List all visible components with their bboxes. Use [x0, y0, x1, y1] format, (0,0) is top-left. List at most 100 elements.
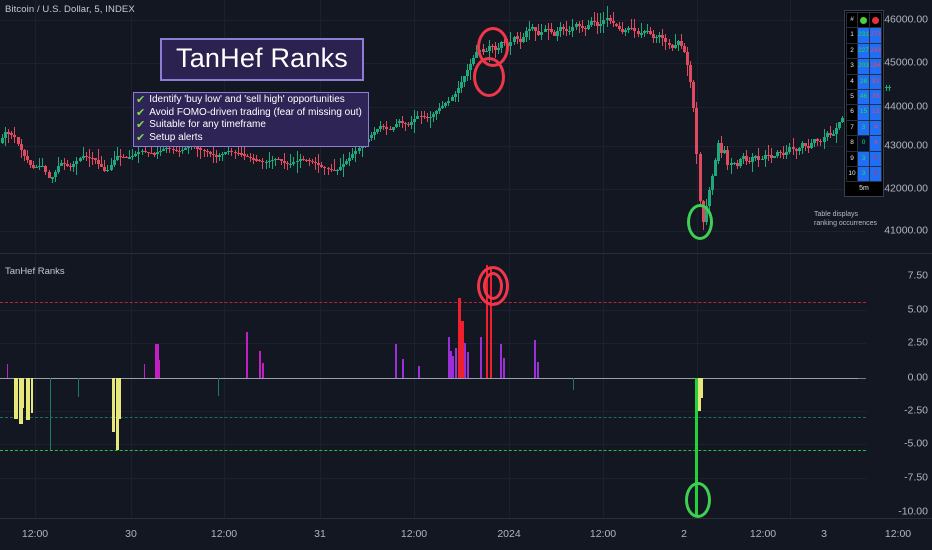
price-axis[interactable]: 46000.00 45000.00 44000.00 43000.00 42000.00…	[866, 0, 932, 252]
candlestick	[149, 147, 153, 155]
candlestick	[66, 159, 70, 167]
candle-body	[512, 36, 516, 43]
histogram-bar	[116, 378, 120, 451]
candlestick	[171, 146, 175, 154]
price-axis-label: 42000.00	[884, 182, 928, 195]
candlestick	[69, 162, 73, 171]
rank-red-count-cell: 30	[869, 89, 882, 106]
histogram-bar	[448, 337, 450, 378]
histogram-bar	[695, 378, 698, 516]
candlestick	[428, 111, 432, 129]
price-plot-area[interactable]	[0, 0, 891, 252]
candlestick	[87, 148, 91, 167]
candlestick	[679, 34, 683, 50]
candlestick	[828, 125, 832, 139]
candlestick	[838, 122, 841, 131]
candle-wick	[330, 163, 332, 172]
rank-red-count-cell: 0	[869, 166, 882, 183]
candle-body	[425, 117, 429, 119]
candle-body	[25, 155, 29, 161]
candlestick	[605, 6, 609, 27]
candle-body	[109, 164, 113, 170]
candlestick	[528, 21, 531, 40]
candle-wick	[405, 122, 406, 132]
candle-body	[611, 20, 615, 24]
candle-body	[689, 64, 693, 83]
candle-wick	[538, 23, 540, 37]
ranking-table-header-index: #	[846, 11, 858, 29]
candle-body	[819, 141, 823, 143]
ranking-occurrences-table[interactable]: #1 231 273 2 227 243 3 203 184 4 28 93 5 46 30 6 15 13 7 3 4…	[844, 10, 884, 198]
candle-wick	[674, 33, 676, 49]
candlestick	[373, 127, 376, 141]
histogram-bar	[78, 378, 80, 397]
candle-body	[47, 171, 51, 178]
candle-body	[90, 157, 94, 159]
oversold-level-line	[0, 417, 866, 419]
candlestick	[320, 161, 324, 168]
candlestick	[475, 45, 479, 58]
candle-body	[636, 31, 640, 35]
candlestick	[94, 157, 97, 164]
candle-body	[540, 31, 544, 35]
histogram-bar	[464, 342, 466, 378]
price-gridline	[0, 146, 866, 147]
ranking-table-header-green[interactable]	[857, 11, 870, 29]
candlestick	[385, 120, 389, 136]
time-axis[interactable]: 12:00 30 12:00 31 12:00 2024 12:00 2 12:00 3 12:00	[0, 518, 932, 550]
time-axis-label: 12:00	[210, 528, 238, 540]
candle-body	[834, 127, 838, 135]
candlestick	[218, 153, 221, 162]
time-axis-label: 2	[681, 528, 687, 540]
candle-wick	[302, 155, 304, 162]
candle-body	[531, 26, 535, 29]
candlestick	[748, 156, 752, 164]
indicator-plot-area[interactable]	[0, 254, 866, 518]
candlestick	[10, 130, 14, 139]
candle-body	[810, 142, 814, 149]
indicator-axis[interactable]: 7.50 5.00 2.50 0.00 -2.50 -5.00 -7.50 -10.00	[866, 254, 932, 518]
bullet-row: ✔ Suitable for any timeframe	[136, 119, 362, 132]
candlestick	[72, 161, 76, 173]
candle-body	[261, 161, 265, 163]
candlestick	[63, 158, 66, 170]
candle-body	[630, 27, 634, 29]
candlestick	[118, 148, 122, 166]
candlestick	[208, 151, 212, 157]
candlestick	[28, 160, 32, 168]
candle-body	[118, 155, 122, 158]
check-icon: ✔	[136, 119, 146, 132]
candle-body	[230, 150, 234, 153]
candle-body	[317, 163, 321, 165]
candle-body	[577, 23, 581, 26]
candlestick	[559, 22, 562, 37]
title-card: TanHef Ranks	[160, 38, 364, 81]
candle-body	[50, 177, 54, 179]
candlestick	[187, 141, 190, 155]
candlestick	[819, 138, 823, 146]
rank-spike-ellipse-low	[685, 482, 711, 518]
price-pane[interactable]: 46000.00 45000.00 44000.00 43000.00 42000.00…	[0, 0, 932, 252]
candle-wick	[287, 161, 289, 170]
candlestick	[580, 20, 584, 32]
candle-body	[475, 51, 479, 58]
candlestick	[314, 156, 318, 170]
candlestick	[137, 146, 141, 163]
candle-wick	[755, 154, 757, 161]
candle-wick	[222, 151, 224, 161]
candle-body	[546, 28, 550, 30]
candlestick	[723, 146, 727, 154]
indicator-pane[interactable]: 7.50 5.00 2.50 0.00 -2.50 -5.00 -7.50 -10.00 Ta…	[0, 253, 932, 518]
candlestick	[205, 149, 209, 158]
candle-body	[782, 152, 786, 156]
ranking-table-header-red[interactable]	[869, 11, 882, 29]
vertical-gridline	[509, 254, 510, 518]
candle-body	[745, 156, 748, 161]
candle-body	[199, 148, 203, 150]
candle-body	[766, 154, 770, 156]
candle-body	[187, 146, 190, 149]
candle-body	[800, 143, 804, 148]
candle-body	[66, 164, 70, 166]
